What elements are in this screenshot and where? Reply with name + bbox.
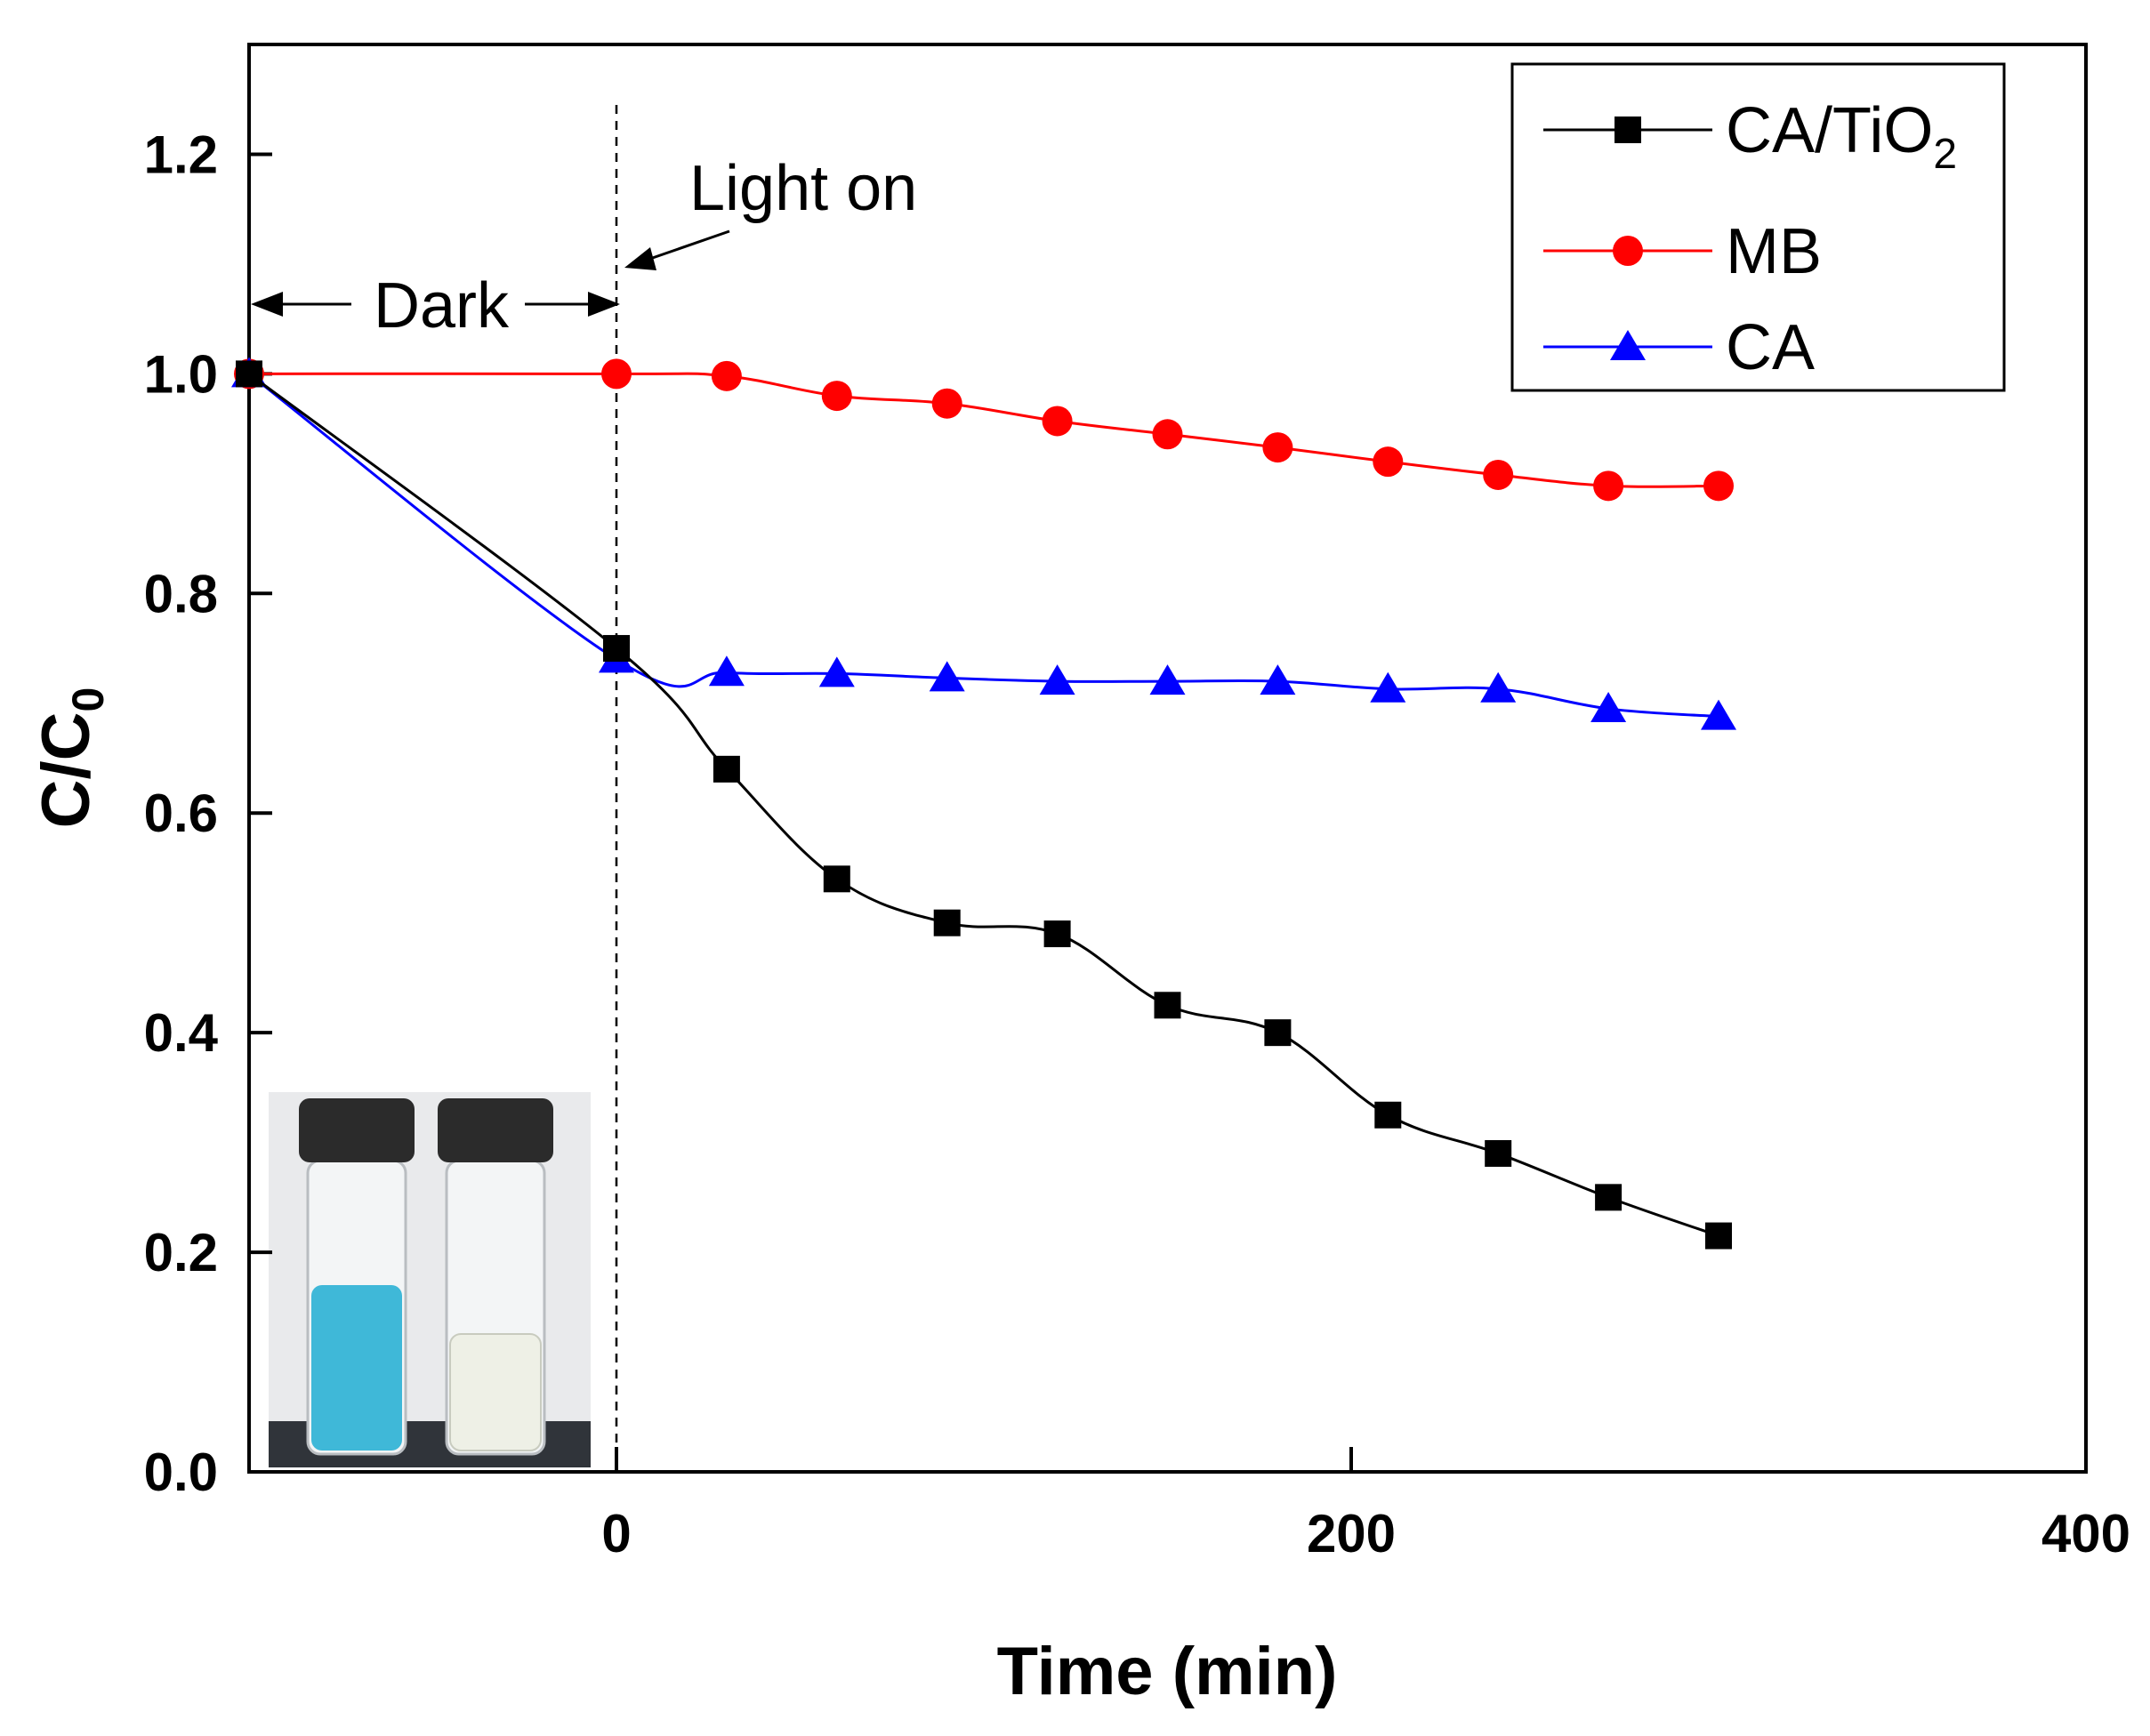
data-point-ca [1590, 691, 1627, 722]
series-layer [231, 357, 1736, 1250]
y-tick-label: 0.8 [144, 564, 218, 623]
legend-label-ca-tio2: CA/TiO2 [1726, 95, 1957, 178]
data-point-ca [1039, 664, 1075, 695]
light-on-arrow-head [624, 247, 656, 270]
legend-items: CA/TiO2 MB CA [1543, 95, 1957, 383]
y-tick-label: 0.4 [144, 1003, 219, 1063]
left-vial-cap [299, 1098, 415, 1162]
data-point-ca [1370, 671, 1406, 703]
data-point-ca-tio2 [823, 865, 850, 893]
data-point-mb [601, 358, 632, 390]
plot-frame [247, 43, 2088, 1474]
data-point-ca-tio2 [1264, 1019, 1292, 1047]
series-ca [231, 357, 1736, 730]
x-tick-label: 0 [601, 1504, 631, 1563]
data-point-ca-tio2 [1705, 1222, 1732, 1250]
dark-arrow-right-head [588, 292, 620, 317]
data-point-ca [818, 656, 855, 687]
data-point-ca-tio2 [1154, 992, 1181, 1019]
y-tick-label: 0.0 [144, 1443, 218, 1502]
x-axis-title: Time (min) [997, 1634, 1338, 1709]
x-axis-ticks: 0 200 400 [601, 1447, 2130, 1563]
data-point-mb [1262, 432, 1293, 463]
y-tick-label: 1.0 [144, 344, 218, 404]
data-point-ca [708, 655, 745, 687]
data-point-mb [931, 388, 962, 419]
y-tick-label: 1.2 [144, 125, 218, 184]
dark-annotation: Dark [251, 270, 620, 342]
light-on-annotation: Light on [624, 153, 917, 270]
dark-label: Dark [374, 270, 510, 342]
legend-marker-ca [1610, 330, 1646, 360]
right-vial-clear-liquid [449, 1333, 542, 1451]
data-point-ca-tio2 [236, 360, 262, 388]
data-point-ca-tio2 [1595, 1184, 1623, 1211]
y-axis-title-main: C/C [28, 711, 104, 828]
right-vial-cap [438, 1098, 553, 1162]
inset-vial-photo [269, 1092, 591, 1467]
data-point-ca [1480, 671, 1517, 703]
y-tick-label: 0.6 [144, 784, 218, 843]
legend-marker-mb [1613, 236, 1643, 266]
data-point-mb [821, 381, 852, 412]
legend-marker-ca-tio2 [1615, 117, 1641, 143]
data-point-mb [1152, 419, 1183, 450]
data-point-ca [1701, 699, 1736, 730]
x-tick-label: 200 [1307, 1504, 1396, 1563]
legend-box [1510, 62, 2006, 392]
data-point-mb [1042, 406, 1073, 437]
data-point-ca-tio2 [933, 909, 961, 936]
series-ca-tio2 [236, 360, 1732, 1250]
legend-label-main: MB [1726, 216, 1822, 287]
light-on-label: Light on [689, 153, 917, 224]
x-tick-label: 400 [2041, 1504, 2130, 1563]
data-point-ca-tio2 [1374, 1101, 1402, 1129]
svg-text:C/C0: C/C0 [28, 687, 113, 829]
data-point-mb [1483, 459, 1514, 490]
data-point-mb [1373, 446, 1404, 478]
legend-label-mb: MB [1726, 216, 1822, 287]
data-point-ca-tio2 [713, 755, 740, 783]
legend-label-main: CA [1726, 312, 1815, 383]
legend-label-main: CA/TiO [1726, 95, 1933, 166]
data-point-ca [929, 661, 965, 692]
y-axis-title-sub: 0 [63, 687, 113, 712]
data-point-mb [1593, 470, 1624, 502]
light-on-arrow-shaft [641, 229, 730, 263]
data-point-ca-tio2 [603, 635, 630, 663]
data-point-mb [711, 360, 742, 391]
data-point-ca [1149, 664, 1186, 695]
data-point-ca-tio2 [1485, 1139, 1512, 1167]
left-vial-blue-liquid [311, 1285, 402, 1451]
legend-label-ca: CA [1726, 312, 1815, 383]
y-tick-label: 0.2 [144, 1223, 218, 1282]
y-axis-title: C/C0 [28, 687, 113, 829]
series-mb [234, 358, 1734, 502]
data-point-mb [1703, 470, 1734, 502]
legend: CA/TiO2 MB CA [1510, 62, 2006, 392]
data-point-ca [1260, 664, 1296, 695]
legend-label-sub: 2 [1933, 131, 1957, 178]
y-axis-ticks: 0.0 0.2 0.4 0.6 0.8 1.0 1.2 [144, 125, 272, 1502]
data-point-ca-tio2 [1043, 920, 1071, 948]
series-line-ca [248, 373, 1719, 719]
dark-arrow-left-head [251, 292, 283, 317]
